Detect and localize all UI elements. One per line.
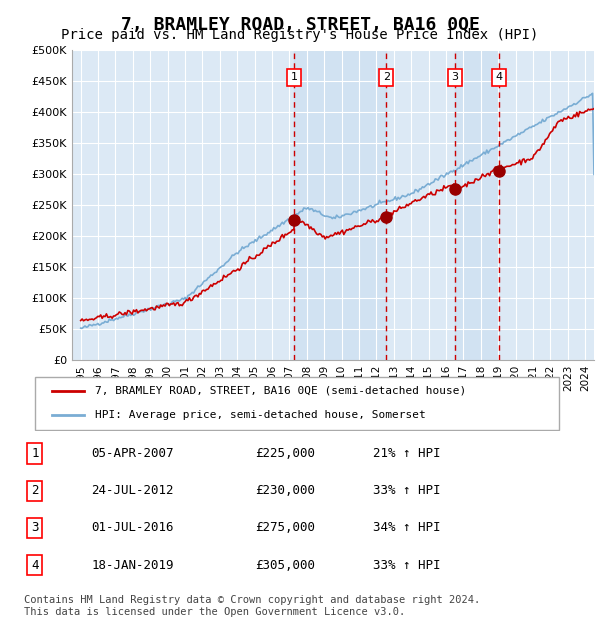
- Text: Price paid vs. HM Land Registry's House Price Index (HPI): Price paid vs. HM Land Registry's House …: [61, 28, 539, 42]
- Text: 1: 1: [290, 73, 298, 82]
- Text: 33% ↑ HPI: 33% ↑ HPI: [373, 484, 441, 497]
- Text: 33% ↑ HPI: 33% ↑ HPI: [373, 559, 441, 572]
- Text: 3: 3: [31, 521, 38, 534]
- Text: 05-APR-2007: 05-APR-2007: [91, 447, 174, 460]
- Text: £225,000: £225,000: [255, 447, 315, 460]
- Text: 4: 4: [31, 559, 38, 572]
- FancyBboxPatch shape: [35, 377, 559, 430]
- Text: Contains HM Land Registry data © Crown copyright and database right 2024.
This d: Contains HM Land Registry data © Crown c…: [24, 595, 480, 617]
- Text: 21% ↑ HPI: 21% ↑ HPI: [373, 447, 441, 460]
- Text: 7, BRAMLEY ROAD, STREET, BA16 0QE (semi-detached house): 7, BRAMLEY ROAD, STREET, BA16 0QE (semi-…: [95, 386, 466, 396]
- Text: 01-JUL-2016: 01-JUL-2016: [91, 521, 174, 534]
- Text: 2: 2: [31, 484, 38, 497]
- Text: 24-JUL-2012: 24-JUL-2012: [91, 484, 174, 497]
- Bar: [455, 50, 499, 360]
- Text: £230,000: £230,000: [255, 484, 315, 497]
- Text: 3: 3: [451, 73, 458, 82]
- Text: 2: 2: [383, 73, 390, 82]
- Text: £305,000: £305,000: [255, 559, 315, 572]
- Text: 18-JAN-2019: 18-JAN-2019: [91, 559, 174, 572]
- Bar: [294, 50, 386, 360]
- Text: 7, BRAMLEY ROAD, STREET, BA16 0QE: 7, BRAMLEY ROAD, STREET, BA16 0QE: [121, 16, 479, 33]
- Text: £275,000: £275,000: [255, 521, 315, 534]
- Text: HPI: Average price, semi-detached house, Somerset: HPI: Average price, semi-detached house,…: [95, 410, 425, 420]
- Text: 34% ↑ HPI: 34% ↑ HPI: [373, 521, 441, 534]
- Text: 1: 1: [31, 447, 38, 460]
- Text: 4: 4: [496, 73, 503, 82]
